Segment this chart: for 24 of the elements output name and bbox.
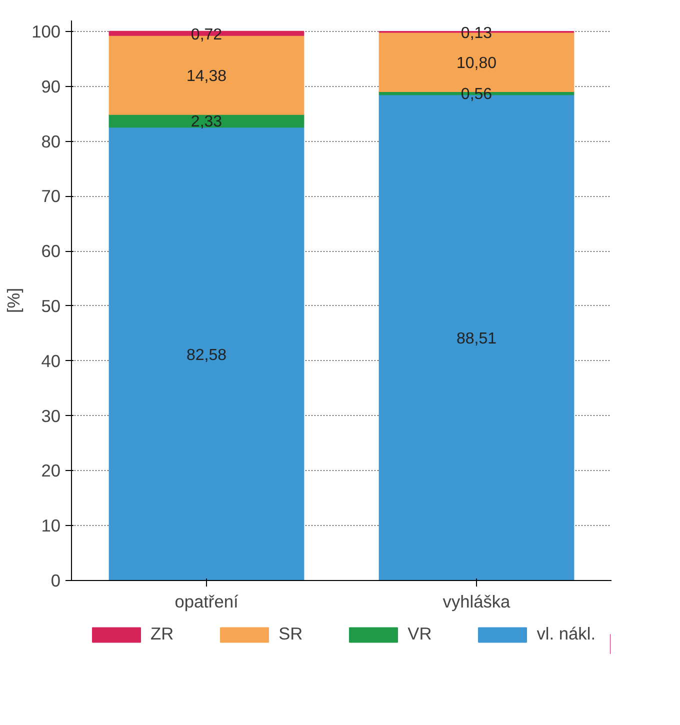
data-label: 0,56 (460, 86, 492, 104)
y-tick-label: 20 (41, 460, 61, 481)
data-label: 2,33 (190, 114, 222, 131)
legend-label: vl. nákl. (536, 624, 596, 644)
y-tick-label: 30 (41, 406, 61, 426)
x-tick-label: vyhláška (442, 592, 511, 612)
y-tick-label: 10 (41, 516, 61, 536)
y-tick-label: 70 (41, 186, 61, 206)
legend-label: ZR (150, 624, 174, 644)
y-axis-title: [%] (4, 288, 24, 314)
y-tick-label: 50 (41, 296, 61, 316)
legend-label: SR (278, 624, 303, 644)
y-tick-label: 60 (41, 241, 61, 262)
y-tick-label: 90 (41, 76, 61, 96)
legend-label: VR (408, 624, 432, 644)
data-label: 14,38 (186, 68, 227, 85)
y-tick-label: 0 (50, 570, 61, 590)
x-tick-label: opatření (174, 592, 238, 612)
data-label: 10,80 (456, 54, 497, 72)
y-tick-label: 100 (32, 21, 61, 42)
data-label: 82,58 (186, 346, 227, 364)
y-tick-label: 80 (41, 131, 61, 152)
data-label: 88,51 (456, 330, 497, 348)
y-tick-label: 40 (41, 350, 61, 371)
